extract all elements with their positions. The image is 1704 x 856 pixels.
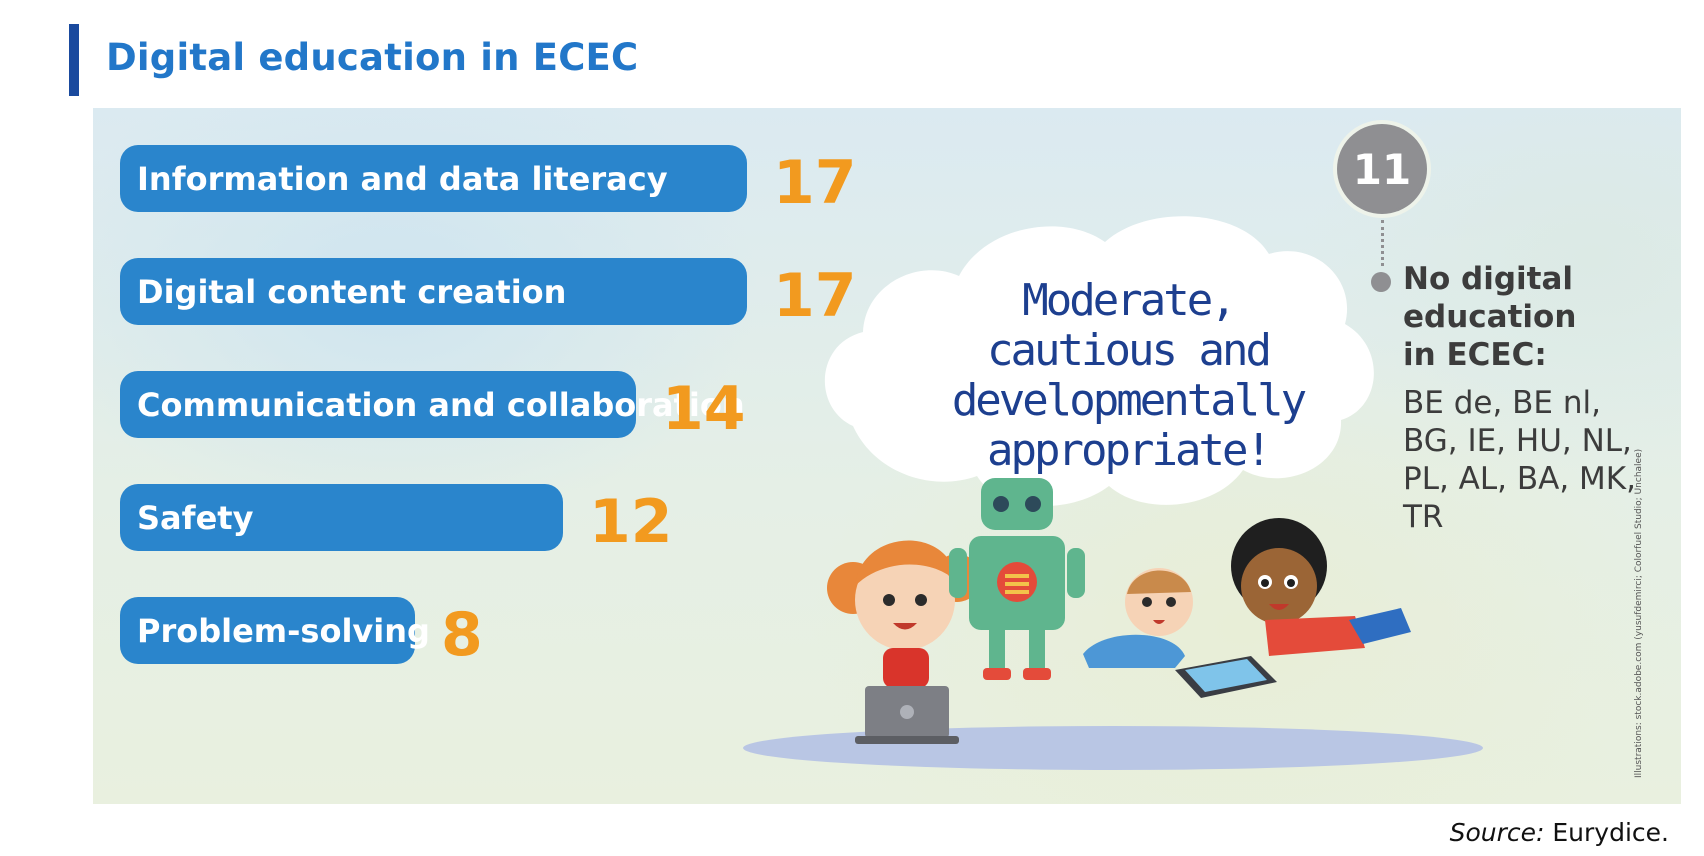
source-note: Source: Eurydice. xyxy=(1450,818,1669,847)
source-text: Eurydice. xyxy=(1552,818,1669,847)
bar-communication-collaboration: Communication and collaboration xyxy=(120,371,745,438)
no-digital-heading: No digital education in ECEC: xyxy=(1403,261,1577,373)
bar-label: Digital content creation xyxy=(137,272,567,311)
bar-value-information-data-literacy: 17 xyxy=(773,148,857,218)
bar-safety: Safety xyxy=(120,484,563,551)
bar-label: Information and data literacy xyxy=(137,159,668,198)
boy-illustration xyxy=(1231,518,1411,656)
speech-bubble-text: Moderate, cautious and developmentally a… xyxy=(951,275,1307,476)
bar-value-safety: 12 xyxy=(589,487,673,557)
infographic-panel: Information and data literacy 17 Digital c… xyxy=(93,108,1681,804)
bar-digital-content-creation: Digital content creation xyxy=(120,258,747,325)
source-label: Source: xyxy=(1449,818,1545,847)
bar-label: Safety xyxy=(137,498,254,537)
page-title: Digital education in ECEC xyxy=(106,36,639,79)
laptop-illustration xyxy=(855,686,959,744)
floor-shadow xyxy=(743,726,1483,770)
illustration-credit: Illustrations: stock.adobe.com (yusufdem… xyxy=(1634,448,1644,778)
bar-value-communication-collaboration: 14 xyxy=(662,374,746,444)
robot-illustration xyxy=(949,478,1085,680)
bar-label: Communication and collaboration xyxy=(137,385,745,424)
baby-illustration xyxy=(1083,568,1193,668)
tablet-illustration xyxy=(1175,656,1277,698)
children-robot-illustration xyxy=(743,478,1483,770)
bar-label: Problem-solving xyxy=(137,611,430,650)
badge-connector xyxy=(1381,220,1384,266)
badge-bullet xyxy=(1371,272,1391,292)
title-accent-bar xyxy=(69,24,79,96)
no-digital-countries: BE de, BE nl, BG, IE, HU, NL, PL, AL, BA… xyxy=(1403,385,1636,535)
bar-value-digital-content-creation: 17 xyxy=(773,261,857,331)
bar-information-data-literacy: Information and data literacy xyxy=(120,145,747,212)
bar-problem-solving: Problem-solving xyxy=(120,597,430,664)
bar-value-problem-solving: 8 xyxy=(441,600,483,670)
no-digital-count-badge: 11 xyxy=(1337,124,1427,214)
girl-illustration xyxy=(827,540,981,688)
speech-bubble-shape xyxy=(824,216,1374,507)
